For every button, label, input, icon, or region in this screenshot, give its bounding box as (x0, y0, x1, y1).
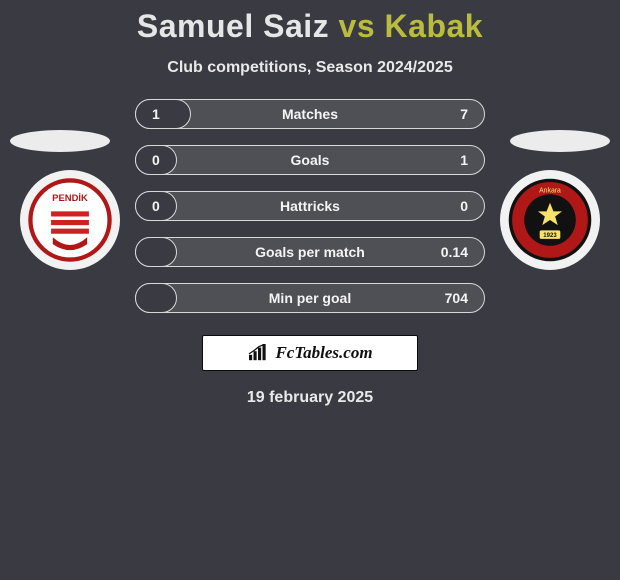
stat-left-value: 0 (136, 152, 196, 168)
player2-name: Kabak (385, 8, 484, 44)
stat-right-value: 704 (424, 290, 484, 306)
brand-box: FcTables.com (202, 335, 418, 371)
vs-text: vs (339, 8, 376, 44)
stat-right-value: 0 (424, 198, 484, 214)
date-text: 19 february 2025 (0, 389, 620, 407)
stat-label: Matches (196, 106, 424, 122)
stat-row-goals-per-match: Goals per match 0.14 (135, 237, 485, 267)
stats-container: 1 Matches 7 0 Goals 1 0 Hattricks 0 Goal… (135, 99, 485, 313)
pendik-crest-icon: PENDİK (27, 177, 113, 263)
stat-fill (135, 283, 177, 313)
svg-text:1923: 1923 (543, 233, 557, 239)
player1-oval (10, 130, 110, 152)
stat-left-value: 1 (136, 106, 196, 122)
stat-row-hattricks: 0 Hattricks 0 (135, 191, 485, 221)
stat-row-goals: 0 Goals 1 (135, 145, 485, 175)
brand-text: FcTables.com (275, 343, 372, 363)
stat-left-value: 0 (136, 198, 196, 214)
stat-label: Goals per match (196, 244, 424, 260)
stat-label: Min per goal (196, 290, 424, 306)
club-badge-right: Ankara 1923 (500, 170, 600, 270)
club-badge-left: PENDİK (20, 170, 120, 270)
stat-right-value: 1 (424, 152, 484, 168)
stat-fill (135, 237, 177, 267)
player1-name: Samuel Saiz (137, 8, 329, 44)
stat-right-value: 0.14 (424, 244, 484, 260)
genclerbirligi-crest-icon: Ankara 1923 (507, 177, 593, 263)
stat-row-matches: 1 Matches 7 (135, 99, 485, 129)
chart-icon (247, 344, 269, 362)
stat-row-min-per-goal: Min per goal 704 (135, 283, 485, 313)
subtitle: Club competitions, Season 2024/2025 (0, 59, 620, 77)
page-title: Samuel Saiz vs Kabak (0, 0, 620, 45)
svg-text:PENDİK: PENDİK (52, 193, 88, 204)
player2-oval (510, 130, 610, 152)
stat-label: Hattricks (196, 198, 424, 214)
svg-text:Ankara: Ankara (539, 187, 561, 194)
stat-label: Goals (196, 152, 424, 168)
stat-right-value: 7 (424, 106, 484, 122)
